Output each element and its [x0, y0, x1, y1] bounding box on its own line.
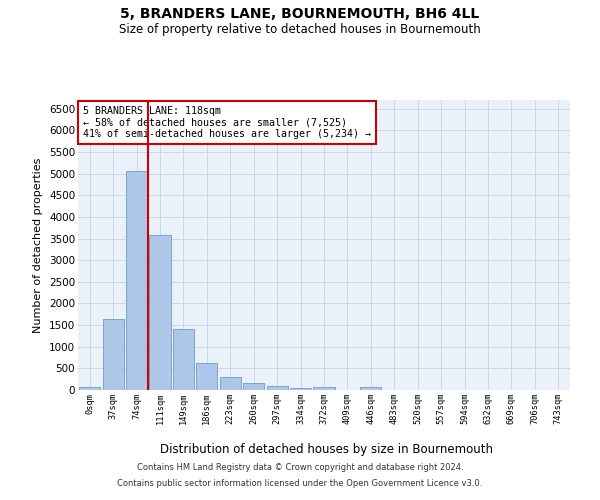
Bar — [243, 384, 264, 390]
Bar — [196, 363, 217, 390]
Text: Size of property relative to detached houses in Bournemouth: Size of property relative to detached ho… — [119, 22, 481, 36]
Text: Contains public sector information licensed under the Open Government Licence v3: Contains public sector information licen… — [118, 478, 482, 488]
Text: Distribution of detached houses by size in Bournemouth: Distribution of detached houses by size … — [161, 442, 493, 456]
Y-axis label: Number of detached properties: Number of detached properties — [34, 158, 43, 332]
Bar — [126, 171, 147, 390]
Bar — [266, 386, 287, 390]
Text: 5 BRANDERS LANE: 118sqm
← 58% of detached houses are smaller (7,525)
41% of semi: 5 BRANDERS LANE: 118sqm ← 58% of detache… — [83, 106, 371, 139]
Text: Contains HM Land Registry data © Crown copyright and database right 2024.: Contains HM Land Registry data © Crown c… — [137, 464, 463, 472]
Bar — [290, 388, 311, 390]
Bar — [79, 387, 100, 390]
Bar — [173, 330, 194, 390]
Bar — [220, 377, 241, 390]
Text: 5, BRANDERS LANE, BOURNEMOUTH, BH6 4LL: 5, BRANDERS LANE, BOURNEMOUTH, BH6 4LL — [121, 8, 479, 22]
Bar — [149, 235, 170, 390]
Bar — [103, 320, 124, 390]
Bar — [313, 388, 335, 390]
Bar — [361, 388, 382, 390]
